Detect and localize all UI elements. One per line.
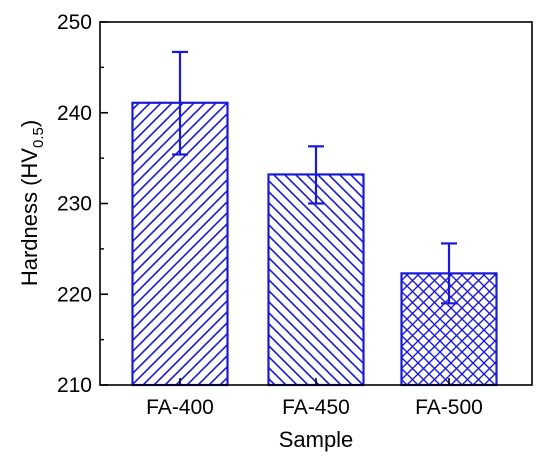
y-tick-label: 210	[57, 374, 92, 397]
x-tick-label: FA-450	[282, 396, 350, 419]
x-tick-label: FA-500	[415, 396, 483, 419]
y-tick-label: 230	[57, 193, 92, 216]
bar-fa-450	[267, 173, 365, 387]
x-axis-ticks: FA-400 FA-450 FA-500	[146, 378, 483, 419]
x-axis-label: Sample	[279, 427, 354, 452]
y-axis-label-base: Hardness (HV	[17, 148, 42, 286]
error-bars-group	[172, 50, 457, 305]
y-axis-label: Hardness (HV0.5)	[17, 120, 47, 286]
y-tick-label: 250	[57, 11, 92, 34]
y-axis-label-subscript: 0.5	[30, 127, 47, 148]
y-axis-label-suffix: )	[17, 120, 42, 127]
y-tick-label: 220	[57, 283, 92, 306]
y-tick-label: 240	[57, 102, 92, 125]
x-tick-label: FA-400	[146, 396, 214, 419]
y-axis-ticks: 210 220 230 240 250	[57, 11, 108, 397]
